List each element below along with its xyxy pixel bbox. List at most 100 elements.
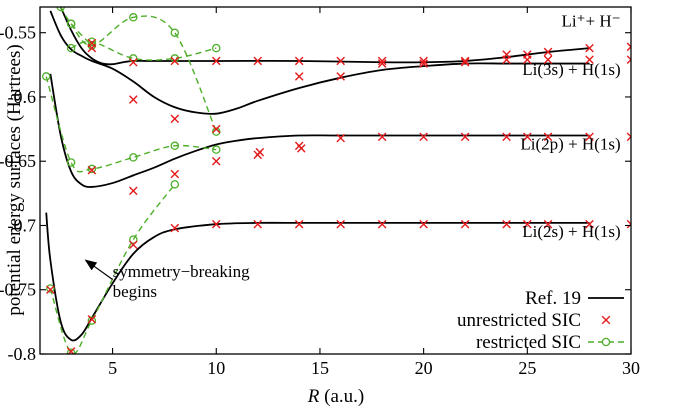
unrestricted-point-13 [502,219,511,229]
unrestricted-point-stroke [377,219,387,229]
unrestricted-point-stroke [87,165,97,175]
restricted-point-1-2 [66,348,76,354]
unrestricted-point-stroke [87,315,97,324]
unrestricted-point-stroke [170,114,180,124]
unrestricted-point-stroke [255,147,265,157]
x-axis-title: R (a.u.) [307,386,364,407]
unrestricted-point-stroke [294,72,304,81]
unrestricted-point-11 [419,219,428,229]
y-tick-label: -0.7 [8,215,37,235]
unrestricted-point-stroke [419,132,428,142]
unrestricted-point-stroke [626,223,631,229]
unrestricted-point-37 [170,114,180,124]
restricted-point-2-5 [170,141,180,151]
unrestricted-point-4 [129,240,138,250]
unrestricted-point-stroke [626,55,631,61]
unrestricted-point-1 [46,285,55,295]
annotation-line-2: begins [113,282,157,301]
unrestricted-point-62 [585,43,594,53]
unrestricted-point-14 [523,219,532,229]
axes-frame [39,6,632,355]
restricted-point-2-1 [41,72,51,81]
unrestricted-point-34 [626,132,631,142]
unrestricted-point-stroke [129,240,138,250]
unrestricted-point-stroke [543,55,553,64]
unrestricted-point-stroke [543,219,553,229]
unrestricted-point-28 [419,132,428,142]
unrestricted-point-stroke [502,50,511,59]
unrestricted-point-stroke [626,45,631,52]
unrestricted-point-8 [294,219,304,229]
restricted-point-5-2 [66,19,76,28]
unrestricted-point-59 [502,50,511,59]
restricted-point-3-1 [66,43,76,53]
unrestricted-point-stroke [626,135,631,142]
restricted-point-1-3 [87,316,97,325]
unrestricted-point-25 [296,144,306,153]
plot-area [41,7,631,354]
unrestricted-point-61 [543,47,553,57]
unrestricted-point-56 [377,56,387,66]
unrestricted-point-31 [523,132,532,142]
unrestricted-point-12 [460,219,470,229]
x-tick-label: 15 [311,358,329,378]
unrestricted-point-stroke [419,219,428,229]
axis-ticks: 5 10 15 20 25 30 -0.55 -0.6 -0.65 -0.7 -0.75 -0.8 [0,7,640,378]
x-tick-label: 10 [207,358,225,378]
unrestricted-point-48 [626,55,631,64]
unrestricted-point-63 [626,42,631,52]
restricted-point-1-1 [46,284,55,293]
unrestricted-point-stroke [626,42,631,48]
x-tick-label: 5 [108,358,117,378]
unrestricted-point-47 [585,55,594,64]
unrestricted-point-10 [377,219,387,229]
restricted-point-4-3 [129,13,138,22]
unrestricted-point-49 [87,43,97,53]
unrestricted-point-stroke [129,95,138,104]
x-tick-label: 30 [622,358,640,378]
restricted-point-2-4 [129,153,138,162]
y-tick-label: -0.55 [0,23,36,43]
restricted-point-1-4 [129,235,138,244]
x-tick-label: 25 [518,358,536,378]
restricted-point-1-5 [170,180,180,189]
unrestricted-point-stroke [523,50,532,59]
y-tick-label: -0.65 [0,151,36,171]
ref-curve-3 [49,10,590,115]
unrestricted-point-30 [502,132,511,142]
restricted-point-2-2 [66,158,76,167]
unrestricted-point-stroke [460,57,470,67]
y-tick-label: -0.6 [8,87,37,107]
unrestricted-point-stroke [626,219,631,226]
unrestricted-point-stroke [294,56,304,66]
unrestricted-point-19 [129,186,138,196]
restricted-point-2-3 [87,164,97,174]
ref-curve-1 [45,212,590,342]
restricted-point-4-5 [212,127,221,136]
unrestricted-point-39 [294,72,304,81]
restricted-point-3-4 [170,54,180,63]
unrestricted-point-60 [523,50,532,59]
curve-label: Li⁺+ H⁻ [561,11,620,30]
unrestricted-point-3 [87,315,97,324]
unrestricted-point-stroke [294,219,304,229]
unrestricted-point-stroke [336,56,345,66]
unrestricted-point-stroke [377,132,387,142]
unrestricted-point-stroke [460,132,470,142]
annotation-arrow [84,259,113,280]
curve-label: Li(2p) + H(1s) [520,135,620,154]
x-tick-label: 20 [415,358,433,378]
unrestricted-point-stroke [336,72,345,81]
unrestricted-point-46 [543,55,553,64]
legend-restricted-circle [601,337,611,347]
unrestricted-point-40 [336,72,345,81]
unrestricted-point-20 [170,169,180,179]
unrestricted-point-23 [255,147,265,157]
unrestricted-point-5 [170,223,180,233]
restricted-curve-4 [70,15,217,132]
unrestricted-point-50 [129,57,138,67]
unrestricted-point-55 [336,56,345,66]
restricted-point-4-4 [170,28,180,37]
restricted-point-5-3 [87,41,97,50]
